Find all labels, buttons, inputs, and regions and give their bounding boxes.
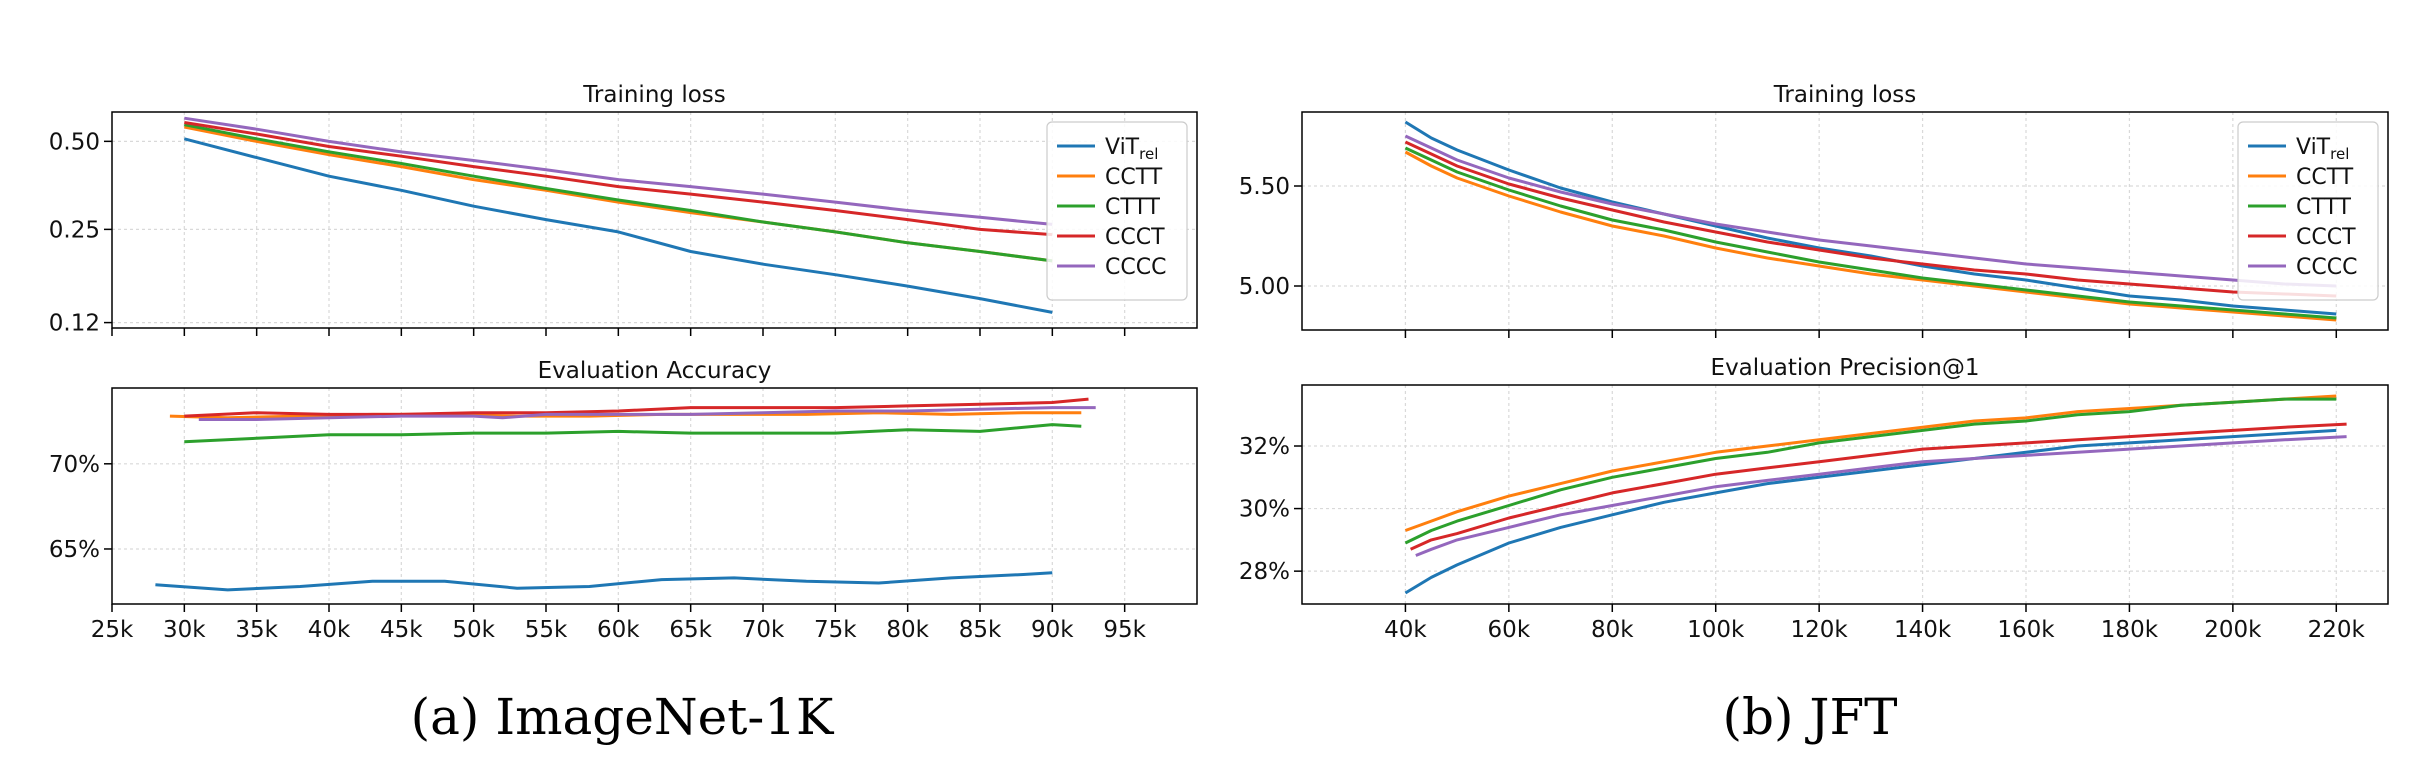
imagenet-loss-ytick-label-2: 0.50 <box>49 129 100 155</box>
jft-precision-xtick-label-9: 220k <box>2308 617 2366 643</box>
jft-loss-series-cctt <box>1404 150 2337 322</box>
imagenet-acc-xtick-label-11: 80k <box>886 617 929 643</box>
jft-precision-xtick-label-6: 160k <box>1997 617 2055 643</box>
jft-loss-legend-label-cccc: CCCC <box>2296 255 2357 280</box>
imagenet-loss-legend <box>1046 121 1188 301</box>
imagenet-acc-series-vit <box>155 571 1053 592</box>
jft-precision-xtick-label-0: 40k <box>1384 617 1427 643</box>
imagenet-acc-xtick-label-7: 60k <box>597 617 640 643</box>
jft-precision-ytick-label-0: 28% <box>1239 559 1290 585</box>
imagenet-acc-ytick-label-0: 65% <box>49 537 100 563</box>
jft-loss-series-ccct <box>1404 140 2337 298</box>
imagenet-loss-series-ccct <box>184 121 1053 237</box>
imagenet-loss-legend-label-vit: ViTrel <box>1105 135 1158 163</box>
jft-loss-series-cccc <box>1404 134 2337 288</box>
imagenet-loss-legend-label-cttt: CTTT <box>1105 195 1160 220</box>
jft-precision-xtick-label-8: 200k <box>2204 617 2262 643</box>
imagenet-acc-xtick-label-14: 95k <box>1103 617 1146 643</box>
jft-loss-legend-label-cctt: CCTT <box>2296 165 2354 190</box>
jft-loss-legend-label-ccct: CCCT <box>2296 225 2356 250</box>
jft-precision-series-cttt <box>1404 397 2337 545</box>
imagenet-acc-frame <box>111 387 1198 605</box>
imagenet-loss-legend-label-cctt: CCTT <box>1105 165 1163 190</box>
imagenet-acc-xtick-label-12: 85k <box>959 617 1002 643</box>
imagenet-acc-series-cttt <box>184 423 1082 444</box>
jft-loss-title: Training loss <box>1773 82 1917 108</box>
jft-precision-title: Evaluation Precision@1 <box>1711 355 1980 381</box>
jft-loss-series-vit <box>1404 120 2337 316</box>
jft-precision-series-vit <box>1404 428 2337 595</box>
jft-precision-ytick-label-1: 30% <box>1239 497 1290 523</box>
imagenet-acc-xtick-label-2: 35k <box>235 617 278 643</box>
imagenet-acc-xtick-label-1: 30k <box>163 617 206 643</box>
imagenet-loss-series-cttt <box>184 123 1053 263</box>
imagenet-loss-frame <box>111 111 1198 329</box>
jft-precision-frame <box>1301 384 2389 605</box>
imagenet-loss-title: Training loss <box>582 82 726 108</box>
jft-precision-xtick-label-5: 140k <box>1894 617 1952 643</box>
jft-precision-series-cccc <box>1415 435 2347 557</box>
jft-precision-xtick-label-2: 80k <box>1591 617 1634 643</box>
imagenet-loss-series-cccc <box>184 116 1053 226</box>
imagenet-loss-series-vit <box>183 137 1053 314</box>
imagenet-loss-legend-label-cccc: CCCC <box>1105 255 1166 280</box>
imagenet-acc-ytick-label-1: 70% <box>49 452 100 478</box>
imagenet-acc-xtick-label-8: 65k <box>669 617 712 643</box>
imagenet-acc-xtick-label-13: 90k <box>1031 617 1074 643</box>
imagenet-loss-ytick-label-0: 0.12 <box>49 311 100 337</box>
jft-precision-xtick-label-7: 180k <box>2101 617 2159 643</box>
imagenet-acc-xtick-label-10: 75k <box>814 617 857 643</box>
jft-loss-frame <box>1301 111 2389 331</box>
jft-precision-xtick-label-3: 100k <box>1687 617 1745 643</box>
imagenet-acc-xtick-label-6: 55k <box>525 617 568 643</box>
jft-precision-series-ccct <box>1409 422 2347 551</box>
jft-loss-legend <box>2237 121 2379 301</box>
imagenet-acc-xtick-label-0: 25k <box>91 617 134 643</box>
jft-precision-ytick-label-2: 32% <box>1239 434 1290 460</box>
jft-loss-legend-label-vit: ViTrel <box>2296 135 2349 163</box>
caption-jft: (b) JFT <box>1722 688 1898 746</box>
imagenet-acc-xtick-label-9: 70k <box>742 617 785 643</box>
imagenet-acc-series-ccct <box>184 397 1089 418</box>
imagenet-acc-title: Evaluation Accuracy <box>538 358 772 384</box>
jft-loss-legend-label-cttt: CTTT <box>2296 195 2351 220</box>
imagenet-acc-xtick-label-4: 45k <box>380 617 423 643</box>
imagenet-loss-ytick-label-1: 0.25 <box>49 217 100 243</box>
imagenet-acc-xtick-label-3: 40k <box>308 617 351 643</box>
jft-loss-series-cttt <box>1404 146 2337 320</box>
caption-imagenet: (a) ImageNet-1K <box>410 688 834 746</box>
jft-loss-ytick-label-0: 5.00 <box>1239 274 1290 300</box>
jft-precision-xtick-label-1: 60k <box>1488 617 1531 643</box>
jft-loss-ytick-label-1: 5.50 <box>1239 174 1290 200</box>
imagenet-acc-series-cccc <box>198 406 1096 421</box>
imagenet-acc-xtick-label-5: 50k <box>452 617 495 643</box>
imagenet-loss-legend-label-ccct: CCCT <box>1105 225 1165 250</box>
jft-precision-xtick-label-4: 120k <box>1791 617 1849 643</box>
